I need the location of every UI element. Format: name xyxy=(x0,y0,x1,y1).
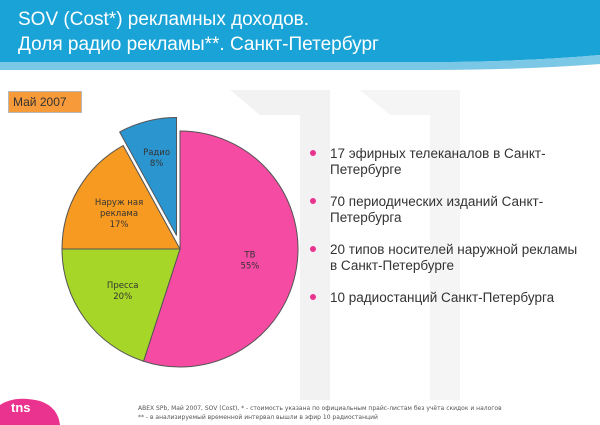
pie-slice-4 xyxy=(118,116,178,236)
bullet-item: 20 типов носителей наружной рекламы в Са… xyxy=(310,242,580,274)
pie-value-label: 8% xyxy=(150,159,164,169)
pie-slice-label: Пресса xyxy=(107,281,139,291)
bullet-item: 70 периодических изданий Санкт-Петербург… xyxy=(310,194,580,226)
pie-slice-label: Радио xyxy=(143,148,170,158)
bullet-dot-icon xyxy=(310,294,316,300)
pie-value-label: 17% xyxy=(110,220,129,230)
tns-logo-text: tns xyxy=(11,400,31,415)
pie-slice-1 xyxy=(142,130,299,368)
tns-logo-icon xyxy=(0,398,60,425)
pie-value-label: 20% xyxy=(113,292,132,302)
pie-slice-2 xyxy=(61,248,181,362)
bullet-item: 17 эфирных телеканалов в Санкт-Петербург… xyxy=(310,146,580,178)
bullet-dot-icon xyxy=(310,246,316,252)
page-title: SOV (Cost*) рекламных доходов. Доля ради… xyxy=(18,7,379,57)
pie-slice-label: реклама xyxy=(100,209,138,219)
footnote: ABEX SPb, Май 2007, SOV (Cost), * - стои… xyxy=(138,404,502,422)
date-badge: Май 2007 xyxy=(8,91,82,113)
title-line-1: SOV (Cost*) рекламных доходов. xyxy=(18,9,310,30)
pie-slice-3 xyxy=(61,144,181,250)
bullet-dot-icon xyxy=(310,150,316,156)
bullet-dot-icon xyxy=(310,198,316,204)
bullet-text: 20 типов носителей наружной рекламы в Са… xyxy=(330,242,578,273)
pie-slice-label: ТВ xyxy=(243,251,255,261)
pie-slice-label: Наруж ная xyxy=(95,198,143,208)
pie-value-label: 55% xyxy=(240,262,259,272)
bullet-text: 70 периодических изданий Санкт-Петербург… xyxy=(330,194,544,225)
footnote-line-1: ABEX SPb, Май 2007, SOV (Cost), * - стои… xyxy=(138,405,502,412)
bullet-item: 10 радиостанций Санкт-Петербурга xyxy=(310,290,580,306)
header-background xyxy=(0,0,600,70)
header-banner: SOV (Cost*) рекламных доходов. Доля ради… xyxy=(0,0,600,76)
footnote-line-2: ** - в анализируемый временной интервал … xyxy=(138,414,378,421)
bullet-text: 10 радиостанций Санкт-Петербурга xyxy=(330,290,555,305)
bullet-list: 17 эфирных телеканалов в Санкт-Петербург… xyxy=(310,146,580,322)
bullet-text: 17 эфирных телеканалов в Санкт-Петербург… xyxy=(330,146,546,177)
title-line-2: Доля радио рекламы**. Санкт-Петербург xyxy=(18,34,379,55)
